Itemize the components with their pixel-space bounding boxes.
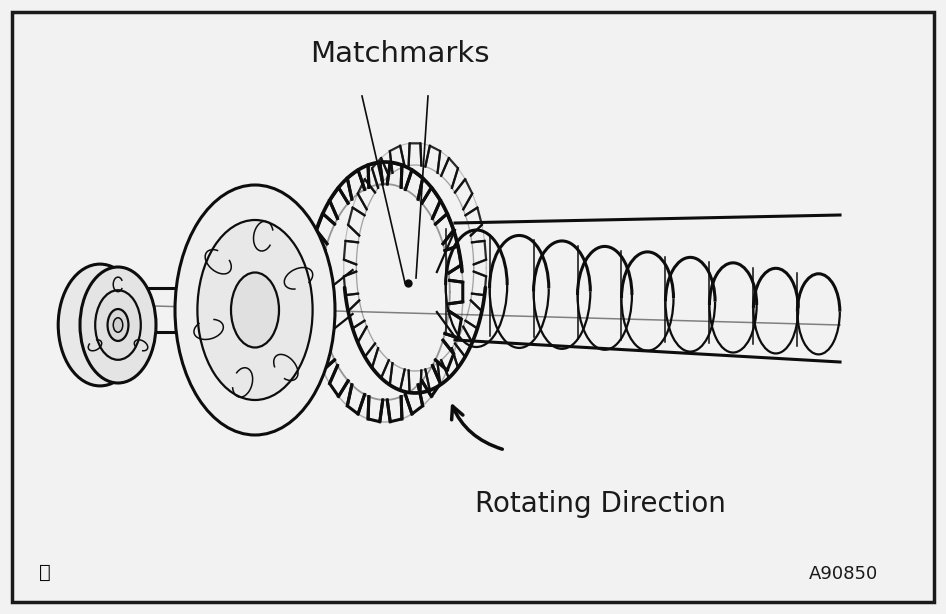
Text: Rotating Direction: Rotating Direction [475, 490, 726, 518]
Ellipse shape [114, 318, 123, 332]
Ellipse shape [96, 290, 141, 360]
Ellipse shape [108, 309, 129, 341]
Text: A90850: A90850 [809, 565, 878, 583]
Ellipse shape [175, 185, 335, 435]
Ellipse shape [181, 288, 199, 332]
Ellipse shape [231, 273, 279, 348]
Ellipse shape [59, 264, 142, 386]
Ellipse shape [198, 220, 312, 400]
Text: 🔧: 🔧 [39, 562, 51, 581]
Ellipse shape [80, 267, 156, 383]
Text: Matchmarks: Matchmarks [310, 40, 490, 68]
